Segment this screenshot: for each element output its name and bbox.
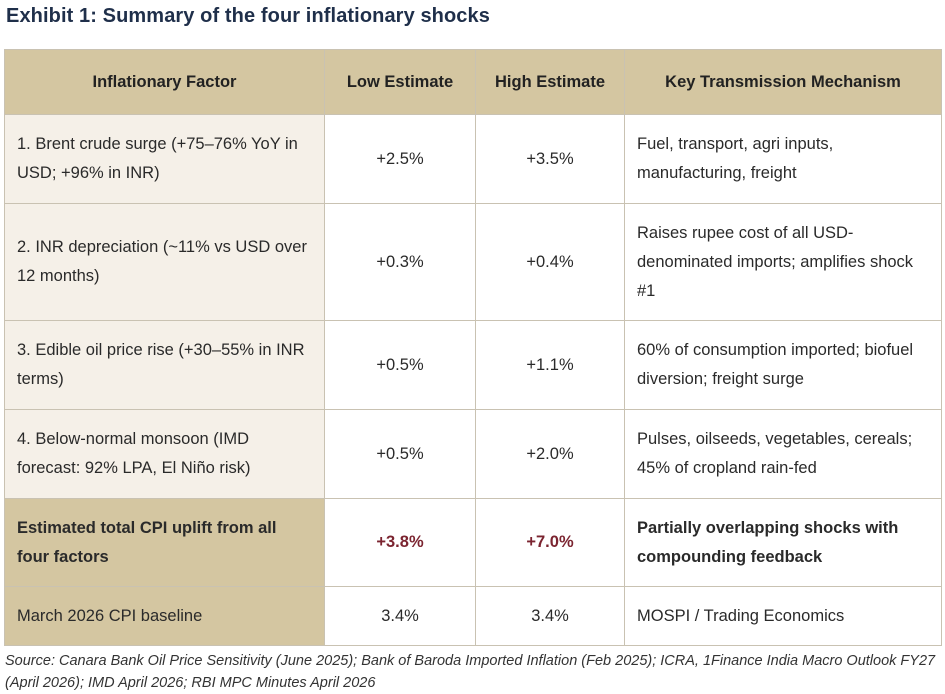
table-row: 4. Below-normal monsoon (IMD forecast: 9…: [4, 409, 942, 499]
total-factor-cell: Estimated total CPI uplift from all four…: [4, 498, 325, 587]
total-mechanism-cell: Partially overlapping shocks with compou…: [624, 498, 942, 587]
mechanism-cell: Raises rupee cost of all USD-denominated…: [624, 203, 942, 321]
table-row: 3. Edible oil price rise (+30–55% in INR…: [4, 320, 942, 410]
column-header-low-estimate: Low Estimate: [324, 49, 476, 115]
total-row: Estimated total CPI uplift from all four…: [4, 498, 942, 587]
factor-cell: 4. Below-normal monsoon (IMD forecast: 9…: [4, 409, 325, 499]
source-text: Canara Bank Oil Price Sensitivity (June …: [5, 653, 936, 691]
baseline-low-cell: 3.4%: [324, 586, 476, 646]
baseline-high-cell: 3.4%: [475, 586, 625, 646]
mechanism-cell: 60% of consumption imported; biofuel div…: [624, 320, 942, 410]
low-estimate-cell: +0.5%: [324, 320, 476, 410]
factor-cell: 2. INR depreciation (~11% vs USD over 12…: [4, 203, 325, 321]
total-low-estimate-cell: +3.8%: [324, 498, 476, 587]
low-estimate-cell: +0.3%: [324, 203, 476, 321]
high-estimate-cell: +0.4%: [475, 203, 625, 321]
high-estimate-cell: +1.1%: [475, 320, 625, 410]
high-estimate-cell: +3.5%: [475, 114, 625, 204]
factor-cell: 3. Edible oil price rise (+30–55% in INR…: [4, 320, 325, 410]
mechanism-cell: Pulses, oilseeds, vegetables, cereals; 4…: [624, 409, 942, 499]
column-header-factor: Inflationary Factor: [4, 49, 325, 115]
column-header-mechanism: Key Transmission Mechanism: [624, 49, 942, 115]
exhibit-title: Exhibit 1: Summary of the four inflation…: [6, 5, 490, 27]
high-estimate-cell: +2.0%: [475, 409, 625, 499]
baseline-factor-cell: March 2026 CPI baseline: [4, 586, 325, 646]
factor-cell: 1. Brent crude surge (+75–76% YoY in USD…: [4, 114, 325, 204]
baseline-row: March 2026 CPI baseline 3.4% 3.4% MOSPI …: [4, 586, 942, 646]
baseline-mechanism-cell: MOSPI / Trading Economics: [624, 586, 942, 646]
table-header-row: Inflationary Factor Low Estimate High Es…: [4, 49, 942, 115]
mechanism-cell: Fuel, transport, agri inputs, manufactur…: [624, 114, 942, 204]
column-header-high-estimate: High Estimate: [475, 49, 625, 115]
low-estimate-cell: +2.5%: [324, 114, 476, 204]
source-label: Source:: [5, 653, 55, 669]
low-estimate-cell: +0.5%: [324, 409, 476, 499]
table-row: 1. Brent crude surge (+75–76% YoY in USD…: [4, 114, 942, 204]
total-high-estimate-cell: +7.0%: [475, 498, 625, 587]
summary-table: Inflationary Factor Low Estimate High Es…: [4, 49, 942, 646]
source-note: Source: Canara Bank Oil Price Sensitivit…: [5, 650, 940, 694]
table-row: 2. INR depreciation (~11% vs USD over 12…: [4, 203, 942, 321]
